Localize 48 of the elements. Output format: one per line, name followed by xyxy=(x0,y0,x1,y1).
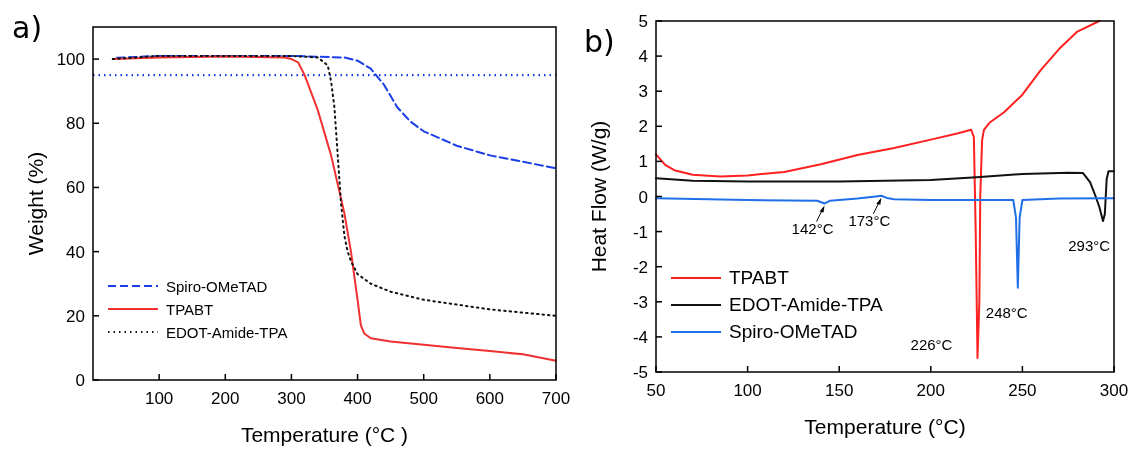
x-tick-label: 600 xyxy=(475,389,505,408)
y-tick-label: 40 xyxy=(66,242,85,262)
y-tick-label: 4 xyxy=(638,47,648,67)
line-series xyxy=(655,194,1115,289)
y-tick-label: 100 xyxy=(56,50,85,70)
x-tick-label: 100 xyxy=(733,381,762,400)
legend-label: TPABT xyxy=(166,301,214,318)
x-tick-label: 300 xyxy=(277,389,306,408)
legend-label: Spiro-OMeTAD xyxy=(166,278,268,295)
annotation: 173°C xyxy=(848,211,891,229)
annotation: 226°C xyxy=(910,335,953,353)
y-tick-label: -5 xyxy=(632,363,648,382)
y-tick-label: 0 xyxy=(638,187,648,207)
x-tick-label: 250 xyxy=(1008,381,1037,400)
x-tick-label: 150 xyxy=(825,381,854,400)
y-tick-label: 5 xyxy=(638,12,648,31)
y-tick-label: -3 xyxy=(632,292,648,312)
y-tick-label: 1 xyxy=(638,152,648,172)
x-tick-label: 500 xyxy=(409,389,438,408)
x-axis-title: Temperature (°C) xyxy=(804,415,966,438)
y-tick-label: 3 xyxy=(638,82,648,102)
chart-title: a) xyxy=(12,10,43,45)
annotation: 142°C xyxy=(791,219,834,237)
x-axis-title: Temperature (°C ) xyxy=(240,423,409,446)
annotation: 248°C xyxy=(985,303,1028,321)
y-axis-title: Weight (%) xyxy=(24,151,47,256)
y-tick-label: -2 xyxy=(632,257,648,277)
legend-label: Spiro-OMeTAD xyxy=(729,321,858,342)
x-tick-label: 100 xyxy=(144,389,174,408)
x-tick-label: 200 xyxy=(916,381,945,400)
x-tick-label: 700 xyxy=(541,389,571,408)
y-tick-label: 60 xyxy=(66,178,85,198)
y-tick-label: -1 xyxy=(632,222,648,242)
annotation: 293°C xyxy=(1068,237,1111,255)
x-tick-label: 300 xyxy=(1099,381,1129,400)
chart-title: b) xyxy=(584,24,615,59)
x-tick-label: 50 xyxy=(646,381,666,400)
legend-label: TPABT xyxy=(729,267,790,288)
legend-label: EDOT-Amide-TPA xyxy=(729,294,884,315)
y-tick-label: 80 xyxy=(66,114,85,134)
x-tick-label: 200 xyxy=(211,389,240,408)
y-tick-label: 2 xyxy=(638,117,648,137)
y-tick-label: 0 xyxy=(75,371,85,390)
legend-label: EDOT-Amide-TPA xyxy=(166,324,288,341)
y-tick-label: -4 xyxy=(632,327,648,347)
x-tick-label: 400 xyxy=(343,389,372,408)
y-axis-title: Heat Flow (W/g) xyxy=(587,120,610,273)
y-tick-label: 20 xyxy=(66,306,85,326)
